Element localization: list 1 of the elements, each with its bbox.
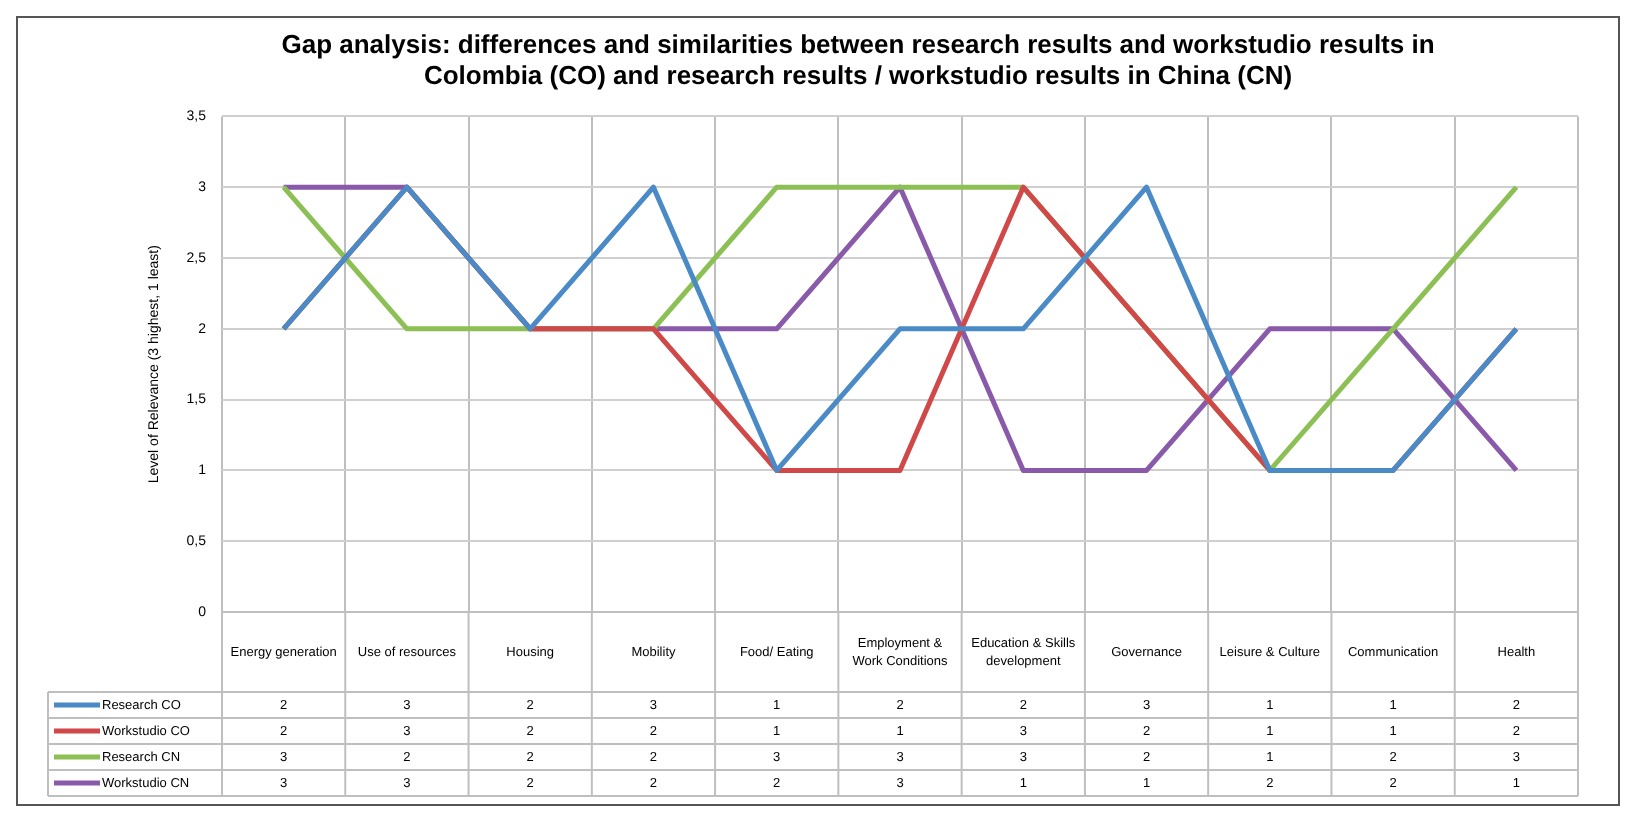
chart-title: Gap analysis: differences and similarities between research results and workstudio results in Colombia (CO) and research results / workstudio results in China (CN): [281, 28, 1435, 90]
